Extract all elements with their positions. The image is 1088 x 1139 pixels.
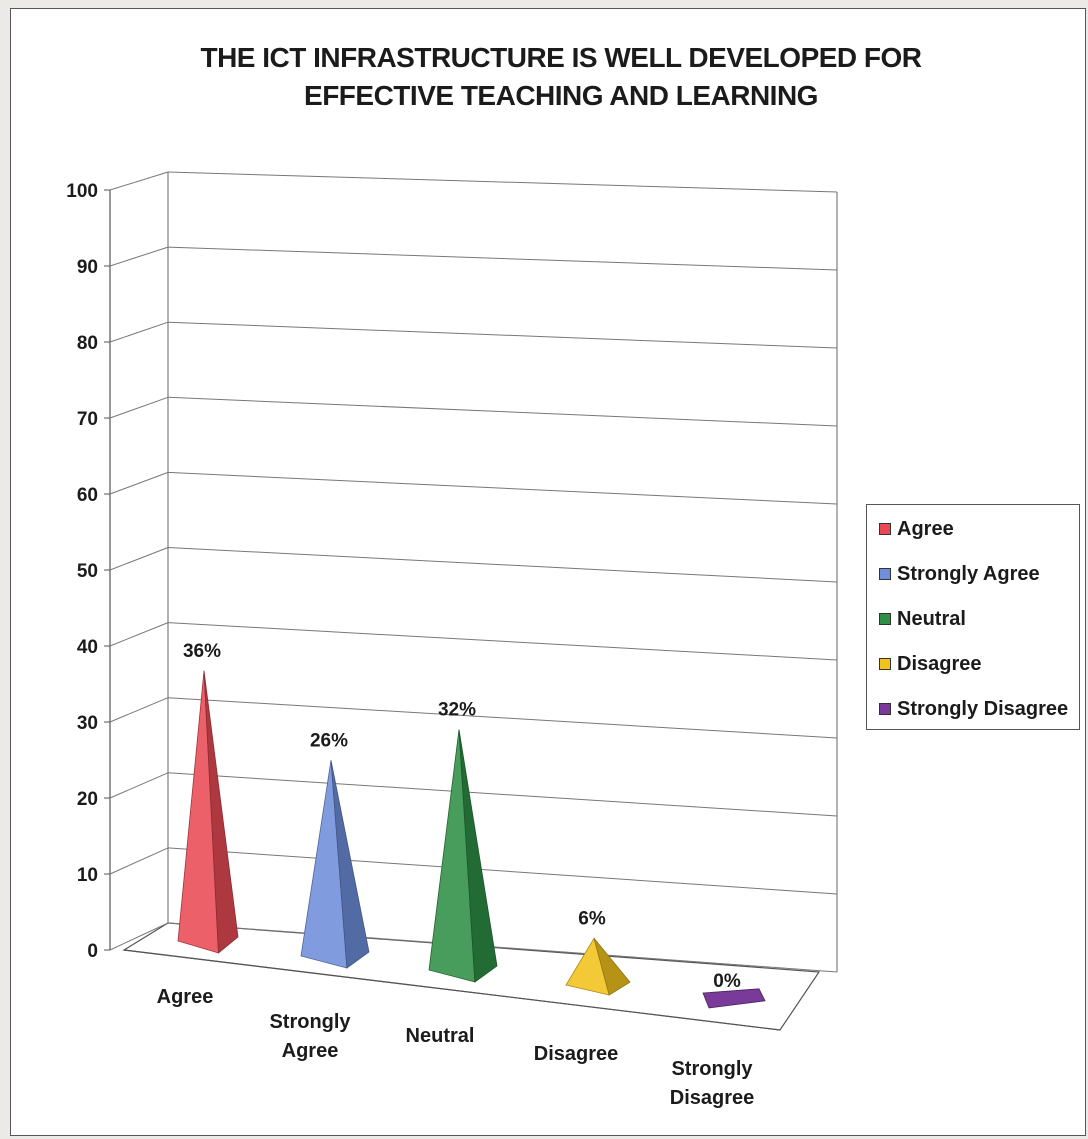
side-gridline-60: [109, 471, 169, 495]
y-tick-label-50: 50: [77, 561, 98, 582]
y-tick-label-100: 100: [66, 181, 98, 202]
data-label-1: 36%: [183, 641, 221, 662]
legend-item-3: Neutral: [879, 607, 966, 631]
gridline-0: [167, 922, 838, 973]
gridline-50: [167, 547, 838, 583]
side-gridline-70: [109, 396, 169, 419]
y-tick-label-10: 10: [77, 865, 98, 886]
y-tick-label-90: 90: [77, 257, 98, 278]
y-tick-label-70: 70: [77, 409, 98, 430]
x-axis-line: [123, 949, 781, 1031]
bar-4-side-face: [593, 938, 631, 996]
legend-swatch-2: [879, 568, 891, 580]
gridline-10: [167, 847, 838, 895]
legend-swatch-3: [879, 613, 891, 625]
gridline-20: [167, 772, 838, 817]
legend-label-4: Disagree: [897, 652, 982, 675]
legend-label-1: Agree: [897, 517, 954, 540]
chart-title: THE ICT INFRASTRUCTURE IS WELL DEVELOPED…: [161, 39, 961, 115]
side-gridline-30: [109, 697, 169, 723]
legend-swatch-4: [879, 658, 891, 670]
y-tick-label-40: 40: [77, 637, 98, 658]
gridline-40: [167, 622, 838, 661]
gridline-60: [167, 471, 838, 505]
side-gridline-50: [109, 547, 169, 571]
side-gridline-0: [109, 922, 169, 951]
x-category-label-1: Agree: [157, 986, 214, 1008]
data-label-4: 6%: [578, 908, 606, 929]
legend-swatch-5: [879, 703, 891, 715]
x-category-label-5-line-2: Disagree: [670, 1087, 755, 1109]
gridline-80: [167, 321, 838, 349]
chart-title-line-1: THE ICT INFRASTRUCTURE IS WELL DEVELOPED…: [200, 42, 922, 73]
y-tick-label-60: 60: [77, 485, 98, 506]
legend-item-1: Agree: [879, 517, 954, 541]
x-category-label-2-line-2: Agree: [282, 1040, 339, 1062]
x-category-label-2-line-1: Strongly: [269, 1011, 351, 1033]
side-gridline-100: [109, 171, 169, 191]
side-gridline-40: [109, 622, 169, 647]
x-category-label-3: Neutral: [406, 1025, 475, 1047]
legend-item-5: Strongly Disagree: [879, 697, 1068, 721]
chart-title-line-2: EFFECTIVE TEACHING AND LEARNING: [304, 80, 818, 111]
y-tick-label-80: 80: [77, 333, 98, 354]
legend-item-4: Disagree: [879, 652, 982, 676]
legend-swatch-1: [879, 523, 891, 535]
bar-5-base: [702, 988, 766, 1009]
x-category-label-4: Disagree: [534, 1043, 619, 1065]
gridline-70: [167, 396, 838, 427]
bar-1-side-face: [203, 670, 239, 954]
gridline-30: [167, 697, 838, 739]
bar-2-side-face: [330, 760, 370, 969]
bar-3-side-face: [458, 729, 498, 983]
legend-label-3: Neutral: [897, 607, 966, 630]
data-label-5: 0%: [713, 971, 741, 992]
data-label-3: 32%: [438, 700, 476, 721]
y-tick-label-0: 0: [87, 941, 98, 962]
legend-item-2: Strongly Agree: [879, 562, 1040, 586]
legend: Agree Strongly Agree Neutral Disagree Strong…: [866, 504, 1080, 730]
y-tick-label-20: 20: [77, 789, 98, 810]
gridline-90: [167, 246, 838, 271]
gridline-100: [167, 171, 838, 193]
legend-label-5: Strongly Disagree: [897, 697, 1069, 720]
side-gridline-80: [109, 321, 169, 343]
y-tick-label-30: 30: [77, 713, 98, 734]
side-gridline-20: [109, 772, 169, 799]
data-label-2: 26%: [310, 730, 348, 751]
x-category-label-5-line-1: Strongly: [671, 1058, 753, 1080]
legend-label-2: Strongly Agree: [897, 562, 1040, 585]
side-gridline-10: [109, 847, 169, 875]
side-gridline-90: [109, 246, 169, 267]
